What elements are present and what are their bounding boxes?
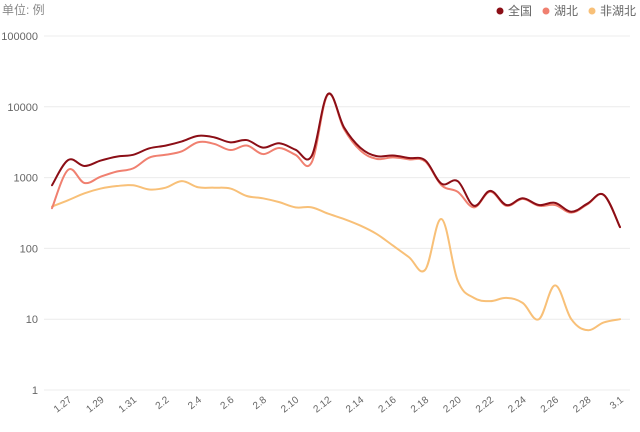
legend-label: 湖北 — [554, 3, 578, 18]
x-tick-label: 2.6 — [219, 394, 237, 411]
legend-item-national[interactable]: 全国 — [496, 3, 533, 18]
x-tick-label: 2.16 — [377, 394, 399, 415]
y-tick-label: 100 — [20, 243, 38, 255]
x-tick-label: 2.2 — [154, 394, 172, 411]
x-tick-label: 2.18 — [409, 394, 431, 415]
y-tick-label: 100000 — [1, 31, 38, 43]
x-tick-label: 1.29 — [84, 394, 106, 415]
x-tick-label: 2.20 — [441, 394, 463, 415]
legend-marker — [542, 7, 550, 15]
legend-item-non-hubei[interactable]: 非湖北 — [588, 3, 637, 18]
legend[interactable]: 全国 湖北 非湖北 — [496, 3, 637, 18]
x-tick-label: 2.28 — [571, 394, 593, 415]
legend-marker — [496, 7, 504, 15]
legend-marker — [588, 7, 596, 15]
unit-label: 单位: 例 — [2, 2, 45, 17]
x-tick-label: 3.1 — [608, 394, 626, 411]
y-axis: 1 10 100 1000 10000 100000 — [1, 31, 38, 397]
x-axis: 1.27 1.29 1.31 2.2 2.4 2.6 2.8 2.10 2.12 2.14 2.16… — [52, 394, 626, 415]
x-tick-label: 2.22 — [474, 394, 496, 415]
series-line-non-hubei — [51, 180, 621, 332]
legend-label: 全国 — [508, 3, 532, 18]
x-tick-label: 2.24 — [506, 394, 528, 415]
grid-layer — [44, 35, 630, 391]
x-tick-label: 2.10 — [279, 394, 301, 415]
x-tick-label: 1.31 — [117, 394, 139, 415]
y-tick-label: 10000 — [7, 102, 38, 114]
legend-label: 非湖北 — [600, 3, 636, 18]
series-layer — [51, 92, 621, 332]
x-tick-label: 2.8 — [251, 394, 269, 411]
y-tick-label: 1000 — [14, 173, 38, 185]
x-tick-label: 2.12 — [312, 394, 334, 415]
y-tick-label: 1 — [32, 385, 38, 397]
y-tick-label: 10 — [26, 314, 38, 326]
x-tick-label: 2.26 — [539, 394, 561, 415]
series-line-national — [51, 92, 621, 229]
legend-item-hubei[interactable]: 湖北 — [542, 3, 579, 18]
series-line-hubei — [51, 93, 621, 229]
x-tick-label: 2.4 — [186, 394, 204, 411]
x-tick-label: 2.14 — [344, 394, 366, 415]
x-tick-label: 1.27 — [52, 394, 74, 415]
